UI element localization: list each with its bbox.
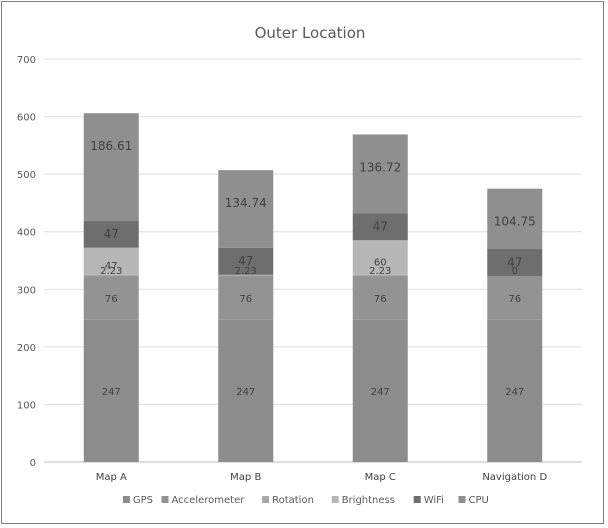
data-label: 76 [105, 294, 118, 305]
bar-segment [218, 276, 274, 320]
data-label: 47 [373, 220, 388, 234]
legend-swatch [161, 496, 169, 503]
x-tick-label: Navigation D [482, 472, 547, 483]
data-label: 2.23 [235, 266, 257, 277]
data-label: 60 [374, 257, 387, 268]
legend-label: Accelerometer [172, 495, 246, 506]
bar-segment [83, 113, 139, 221]
bar-segment [352, 319, 408, 462]
legend-label: Brightness [342, 495, 395, 506]
data-label: 47 [104, 227, 119, 241]
data-label: 47 [238, 254, 253, 268]
x-tick-label: Map A [96, 472, 127, 483]
data-label: 2.23 [100, 266, 122, 277]
data-label: 0 [512, 266, 518, 277]
legend-swatch [122, 496, 130, 503]
bar-segment [487, 276, 543, 320]
legend-label: Rotation [272, 495, 314, 506]
data-label: 47 [507, 256, 522, 270]
bar-segment [487, 248, 543, 277]
x-tick-label: Map B [230, 472, 261, 483]
legend-label: GPS [133, 495, 153, 506]
y-tick-label: 400 [17, 228, 36, 239]
bar-segment [352, 240, 408, 275]
legend-swatch [413, 496, 421, 503]
data-label: 186.61 [90, 139, 132, 153]
legend-label: CPU [469, 495, 489, 506]
bar-segment [352, 276, 408, 320]
legend-label: WiFi [424, 495, 444, 506]
bar-segment [83, 319, 139, 462]
y-tick-label: 700 [17, 55, 36, 66]
y-tick-label: 200 [17, 343, 36, 354]
data-label: 76 [508, 294, 521, 305]
bar-segment [487, 319, 543, 462]
legend-swatch [331, 496, 339, 503]
y-tick-label: 300 [17, 285, 36, 296]
data-label: 136.72 [359, 160, 401, 174]
bar-segment [83, 274, 139, 277]
y-tick-label: 600 [17, 113, 36, 124]
data-label: 247 [102, 387, 121, 398]
data-label: 47 [105, 261, 118, 272]
bar-segment [352, 274, 408, 277]
y-tick-label: 100 [17, 400, 36, 411]
bar-segment [218, 274, 274, 277]
data-label: 104.75 [494, 215, 536, 229]
data-label: 247 [236, 387, 255, 398]
data-label: 76 [239, 294, 252, 305]
legend-swatch [458, 496, 466, 503]
bar-segment [218, 319, 274, 462]
bar-segment [83, 220, 139, 248]
legend-swatch [262, 496, 270, 503]
data-label: 76 [374, 294, 387, 305]
data-label: 247 [505, 387, 524, 398]
x-tick-label: Map C [365, 472, 396, 483]
data-label: 134.74 [225, 196, 267, 210]
bar-segment [83, 247, 139, 275]
y-tick-label: 0 [30, 458, 36, 469]
bar-segment [487, 188, 543, 249]
bar-segment [218, 170, 274, 248]
y-tick-label: 500 [17, 170, 36, 181]
bar-segment [218, 247, 274, 275]
data-label: 2.23 [369, 266, 391, 277]
bar-segment [83, 276, 139, 320]
bar-segment [352, 213, 408, 241]
data-label: 247 [371, 387, 390, 398]
chart-title: Outer Location [255, 24, 366, 42]
bar-segment [352, 134, 408, 214]
